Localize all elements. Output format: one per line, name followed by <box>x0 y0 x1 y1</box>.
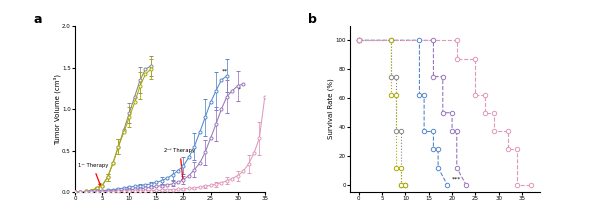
Text: **: ** <box>221 68 227 73</box>
Text: ***: *** <box>452 177 461 182</box>
Text: a: a <box>33 13 42 26</box>
Text: 1ˢᵗ Therapy: 1ˢᵗ Therapy <box>78 163 108 186</box>
Y-axis label: Survival Rate (%): Survival Rate (%) <box>328 79 334 140</box>
Text: *: * <box>238 87 241 92</box>
Text: 2ⁿᵈ Therapy: 2ⁿᵈ Therapy <box>164 148 196 181</box>
Text: b: b <box>308 13 317 26</box>
Y-axis label: Tumor Volume (cm³): Tumor Volume (cm³) <box>53 74 61 145</box>
